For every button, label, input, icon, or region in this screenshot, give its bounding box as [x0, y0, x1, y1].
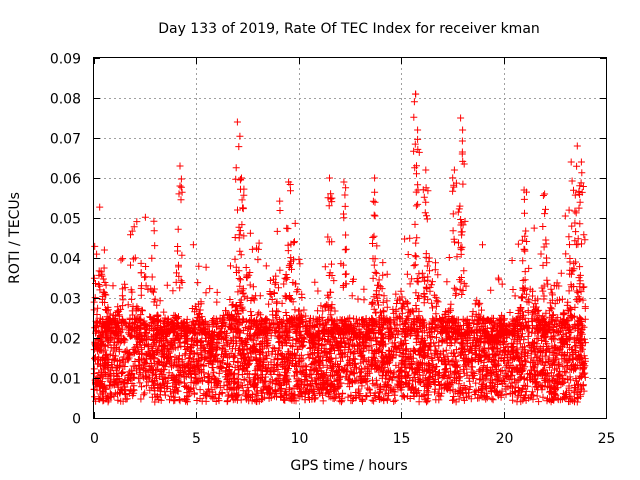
x-tick-label: 5: [192, 431, 201, 447]
x-tick-label: 25: [598, 431, 616, 447]
y-tick-label: 0.01: [50, 372, 81, 388]
axis-tick-labels: 0 0.01 0.02 0.03 0.04 0.05 0.06 0.07 0.08 0.09 0 5 1…: [50, 52, 616, 448]
y-tick-label: 0.03: [50, 292, 81, 308]
y-tick-label: 0.05: [50, 212, 81, 228]
roti-markers: [90, 90, 589, 406]
axis-ticks: [94, 58, 607, 419]
x-tick-label: 0: [90, 431, 99, 447]
y-tick-label: 0.04: [50, 252, 81, 268]
x-tick-label: 15: [393, 431, 411, 447]
data-points: [90, 90, 589, 406]
y-tick-label: 0.09: [50, 52, 81, 68]
x-axis-label: GPS time / hours: [290, 458, 407, 474]
y-tick-label: 0.06: [50, 172, 81, 188]
y-axis-label: ROTI / TECUs: [7, 192, 23, 284]
chart-title: Day 133 of 2019, Rate Of TEC Index for r…: [158, 21, 540, 37]
x-tick-label: 10: [291, 431, 309, 447]
y-tick-label: 0.02: [50, 332, 81, 348]
y-tick-label: 0.07: [50, 132, 81, 148]
plot-frame: [93, 57, 607, 419]
y-tick-label: 0: [72, 412, 81, 428]
y-tick-label: 0.08: [50, 92, 81, 108]
x-tick-label: 20: [496, 431, 514, 447]
